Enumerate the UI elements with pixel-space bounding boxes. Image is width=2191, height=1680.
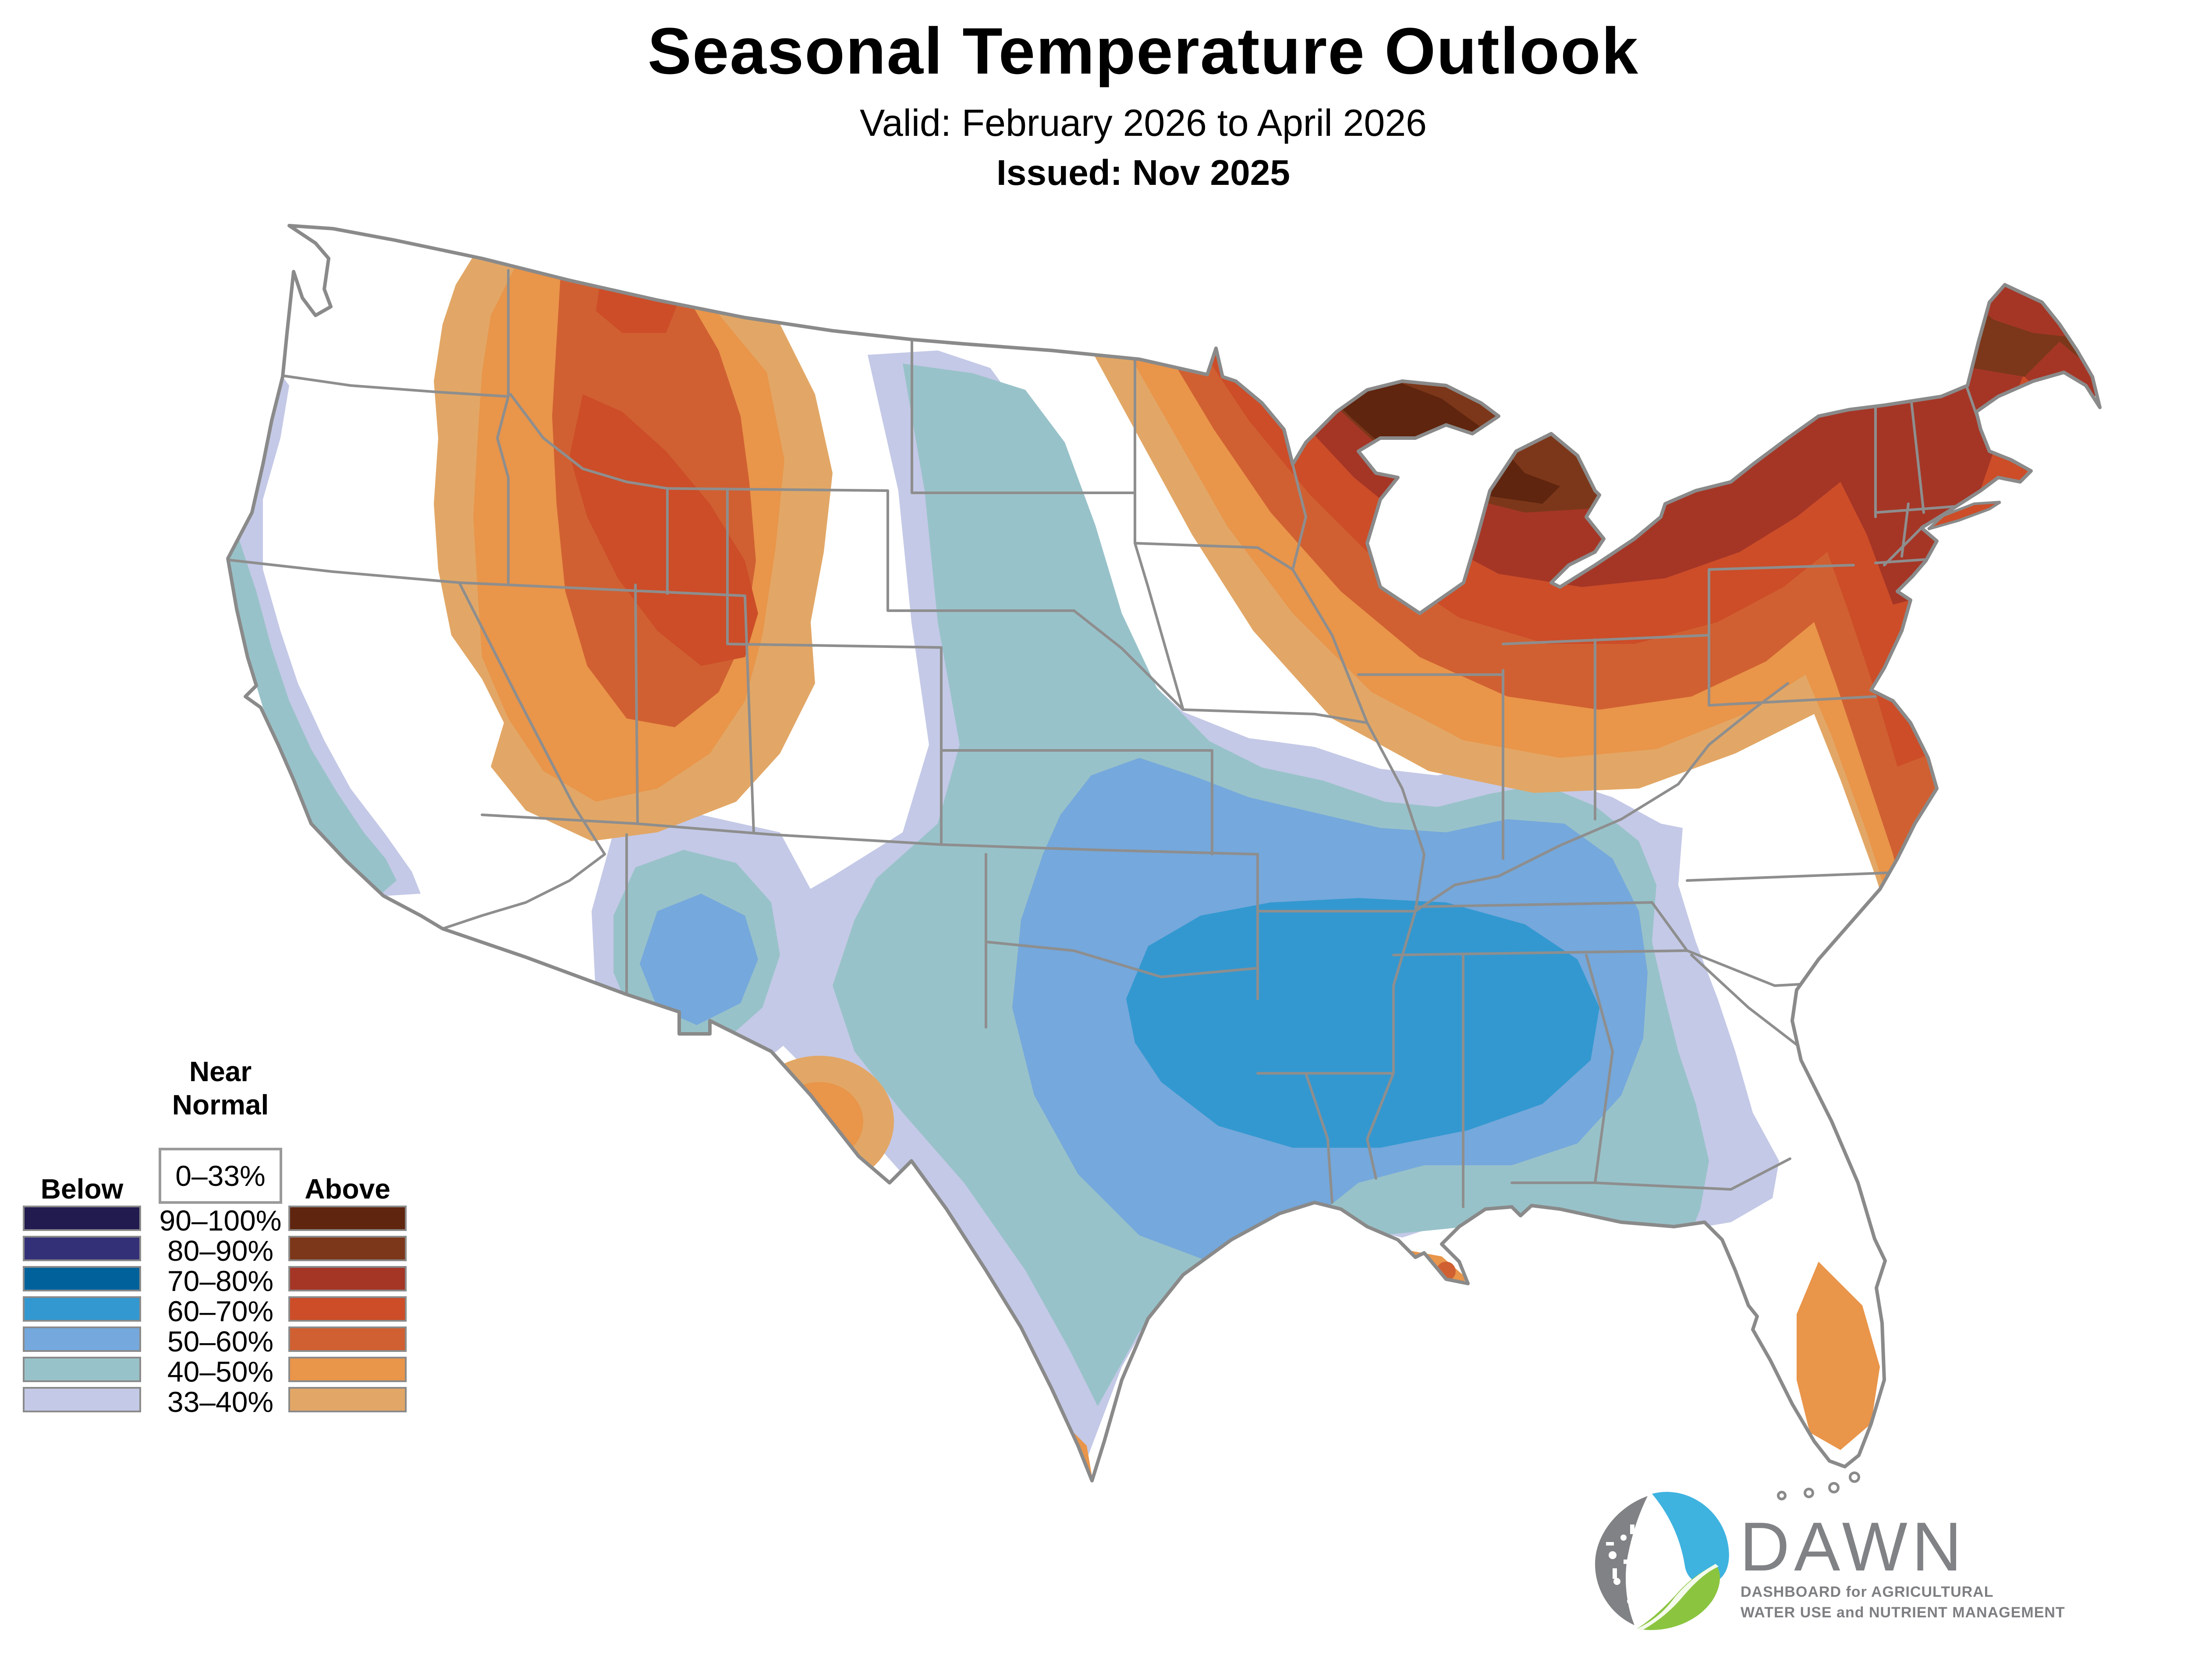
below-50-60-arizona xyxy=(640,894,758,1025)
above-40-50-south-florida xyxy=(1797,1262,1880,1450)
legend-range-33-40: 33–40% xyxy=(167,1386,274,1418)
florida-keys xyxy=(1777,1471,1860,1500)
valid-period: Valid: February 2026 to April 2026 xyxy=(860,102,1427,144)
legend-swatch-above-50-60 xyxy=(288,1326,407,1352)
legend-swatch-below-50-60 xyxy=(23,1326,141,1352)
legend-near-normal-range: 0–33% xyxy=(159,1148,282,1204)
dawn-logo: DAWN DASHBOARD for AGRICULTURAL WATER US… xyxy=(1582,1489,2191,1636)
legend-swatch-above-60-70 xyxy=(288,1296,407,1322)
legend-range-50-60: 50–60% xyxy=(167,1325,274,1358)
us-outline xyxy=(226,224,2102,1482)
page-title: Seasonal Temperature Outlook xyxy=(647,14,1639,88)
issued-date: Issued: Nov 2025 xyxy=(996,153,1290,193)
above-40-50-west-texas xyxy=(776,1082,863,1161)
legend-below-label: Below xyxy=(40,1173,124,1205)
legend-swatch-below-60-70 xyxy=(23,1296,141,1322)
legend-range-90-100: 90–100% xyxy=(159,1204,282,1237)
legend-range-60-70: 60–70% xyxy=(167,1295,274,1327)
above-60-70-border-core xyxy=(596,280,679,333)
legend-swatch-below-90-100 xyxy=(23,1206,141,1231)
legend-swatch-above-40-50 xyxy=(288,1357,407,1382)
legend-swatch-below-80-90 xyxy=(23,1236,141,1261)
legend-swatch-above-33-40 xyxy=(288,1387,407,1412)
dawn-logo-emblem xyxy=(1595,1492,1729,1630)
legend-swatch-above-90-100 xyxy=(288,1206,407,1231)
legend-swatch-below-33-40 xyxy=(23,1387,141,1412)
above-70-80-north-maine xyxy=(1972,285,2073,337)
dawn-tagline-1: DASHBOARD for AGRICULTURAL xyxy=(1741,1584,1994,1600)
dawn-name: DAWN xyxy=(1740,1508,1966,1585)
legend-swatch-below-70-80 xyxy=(23,1266,141,1291)
legend-swatch-below-40-50 xyxy=(23,1357,141,1382)
legend-swatch-above-80-90 xyxy=(288,1236,407,1261)
legend-range-40-50: 40–50% xyxy=(167,1355,274,1388)
dawn-tagline-2: WATER USE and NUTRIENT MANAGEMENT xyxy=(1741,1604,2065,1621)
legend-above-label: Above xyxy=(305,1173,390,1205)
below-60-70-core xyxy=(1126,898,1599,1148)
long-island xyxy=(1927,501,2001,531)
legend-range-70-80: 70–80% xyxy=(167,1265,274,1297)
legend-range-80-90: 80–90% xyxy=(167,1234,274,1267)
above-60-70-idaho-core xyxy=(570,394,758,666)
dawn-logo-text: DAWN DASHBOARD for AGRICULTURAL WATER US… xyxy=(1740,1508,2065,1621)
legend-near-normal-label: Near Normal xyxy=(172,1056,269,1121)
legend-swatch-above-70-80 xyxy=(288,1266,407,1291)
